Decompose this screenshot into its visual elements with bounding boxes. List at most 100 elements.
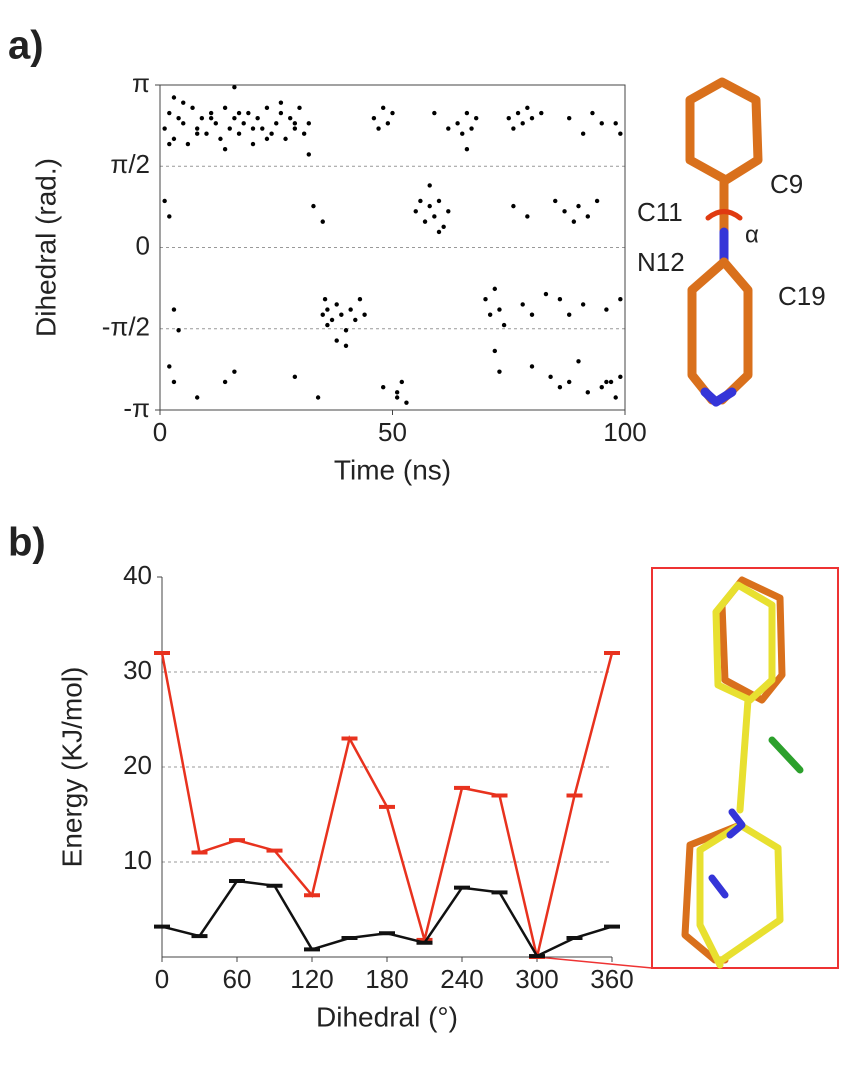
point xyxy=(204,132,208,136)
point xyxy=(279,111,283,115)
point xyxy=(455,121,459,125)
point xyxy=(172,307,176,311)
point xyxy=(311,204,315,208)
point xyxy=(581,132,585,136)
point xyxy=(474,116,478,120)
y-tick-label: π/2 xyxy=(110,149,150,179)
point xyxy=(293,126,297,130)
point xyxy=(530,313,534,317)
point xyxy=(293,121,297,125)
point xyxy=(428,183,432,187)
point xyxy=(339,313,343,317)
point xyxy=(404,400,408,404)
point xyxy=(316,395,320,399)
point xyxy=(251,142,255,146)
point xyxy=(614,121,618,125)
y-axis-label: Dihedral (rad.) xyxy=(30,158,61,337)
point xyxy=(516,111,520,115)
point xyxy=(567,380,571,384)
point xyxy=(497,307,501,311)
point xyxy=(544,292,548,296)
point xyxy=(395,390,399,394)
x-tick-label: 180 xyxy=(365,964,408,994)
point xyxy=(246,111,250,115)
x-tick-label: 0 xyxy=(155,964,169,994)
point xyxy=(437,199,441,203)
point xyxy=(307,152,311,156)
point xyxy=(521,302,525,306)
point xyxy=(195,395,199,399)
point xyxy=(567,313,571,317)
point xyxy=(265,106,269,110)
x-tick-label: 0 xyxy=(153,417,167,447)
point xyxy=(600,385,604,389)
point xyxy=(432,214,436,218)
point xyxy=(186,142,190,146)
point xyxy=(218,137,222,141)
atom-label: C11 xyxy=(637,197,683,227)
point xyxy=(511,126,515,130)
point xyxy=(488,313,492,317)
point xyxy=(274,121,278,125)
point xyxy=(576,204,580,208)
point xyxy=(348,307,352,311)
point xyxy=(172,137,176,141)
point xyxy=(167,142,171,146)
point xyxy=(237,111,241,115)
x-tick-label: 100 xyxy=(603,417,646,447)
atom-label: C9 xyxy=(770,169,803,199)
point xyxy=(386,121,390,125)
point xyxy=(195,132,199,136)
point xyxy=(283,137,287,141)
point xyxy=(586,390,590,394)
point xyxy=(288,116,292,120)
point xyxy=(209,111,213,115)
point xyxy=(176,116,180,120)
point xyxy=(618,297,622,301)
point xyxy=(223,380,227,384)
point xyxy=(576,359,580,363)
point xyxy=(525,106,529,110)
point xyxy=(172,380,176,384)
point xyxy=(525,214,529,218)
point xyxy=(167,364,171,368)
point xyxy=(302,132,306,136)
point xyxy=(209,116,213,120)
point xyxy=(228,126,232,130)
point xyxy=(335,302,339,306)
point xyxy=(344,344,348,348)
point xyxy=(255,116,259,120)
atom-label: N12 xyxy=(637,247,685,277)
point xyxy=(376,126,380,130)
point xyxy=(330,318,334,322)
y-tick-label: 30 xyxy=(123,655,152,685)
point xyxy=(335,338,339,342)
point xyxy=(181,121,185,125)
point xyxy=(469,126,473,130)
point xyxy=(279,100,283,104)
point xyxy=(381,385,385,389)
point xyxy=(190,106,194,110)
x-tick-label: 120 xyxy=(290,964,333,994)
point xyxy=(418,199,422,203)
point xyxy=(167,111,171,115)
x-tick-label: 50 xyxy=(378,417,407,447)
point xyxy=(232,116,236,120)
point xyxy=(558,297,562,301)
x-tick-label: 60 xyxy=(223,964,252,994)
point xyxy=(269,132,273,136)
plot-frame xyxy=(160,85,625,410)
point xyxy=(539,111,543,115)
point xyxy=(595,199,599,203)
point xyxy=(251,126,255,130)
point xyxy=(400,380,404,384)
y-tick-label: -π xyxy=(123,393,150,423)
point xyxy=(441,225,445,229)
point xyxy=(581,302,585,306)
point xyxy=(162,126,166,130)
point xyxy=(353,318,357,322)
point xyxy=(395,395,399,399)
y-axis-label: Energy (KJ/mol) xyxy=(56,667,87,868)
x-axis-label: Dihedral (°) xyxy=(316,1001,458,1032)
line xyxy=(162,881,612,956)
